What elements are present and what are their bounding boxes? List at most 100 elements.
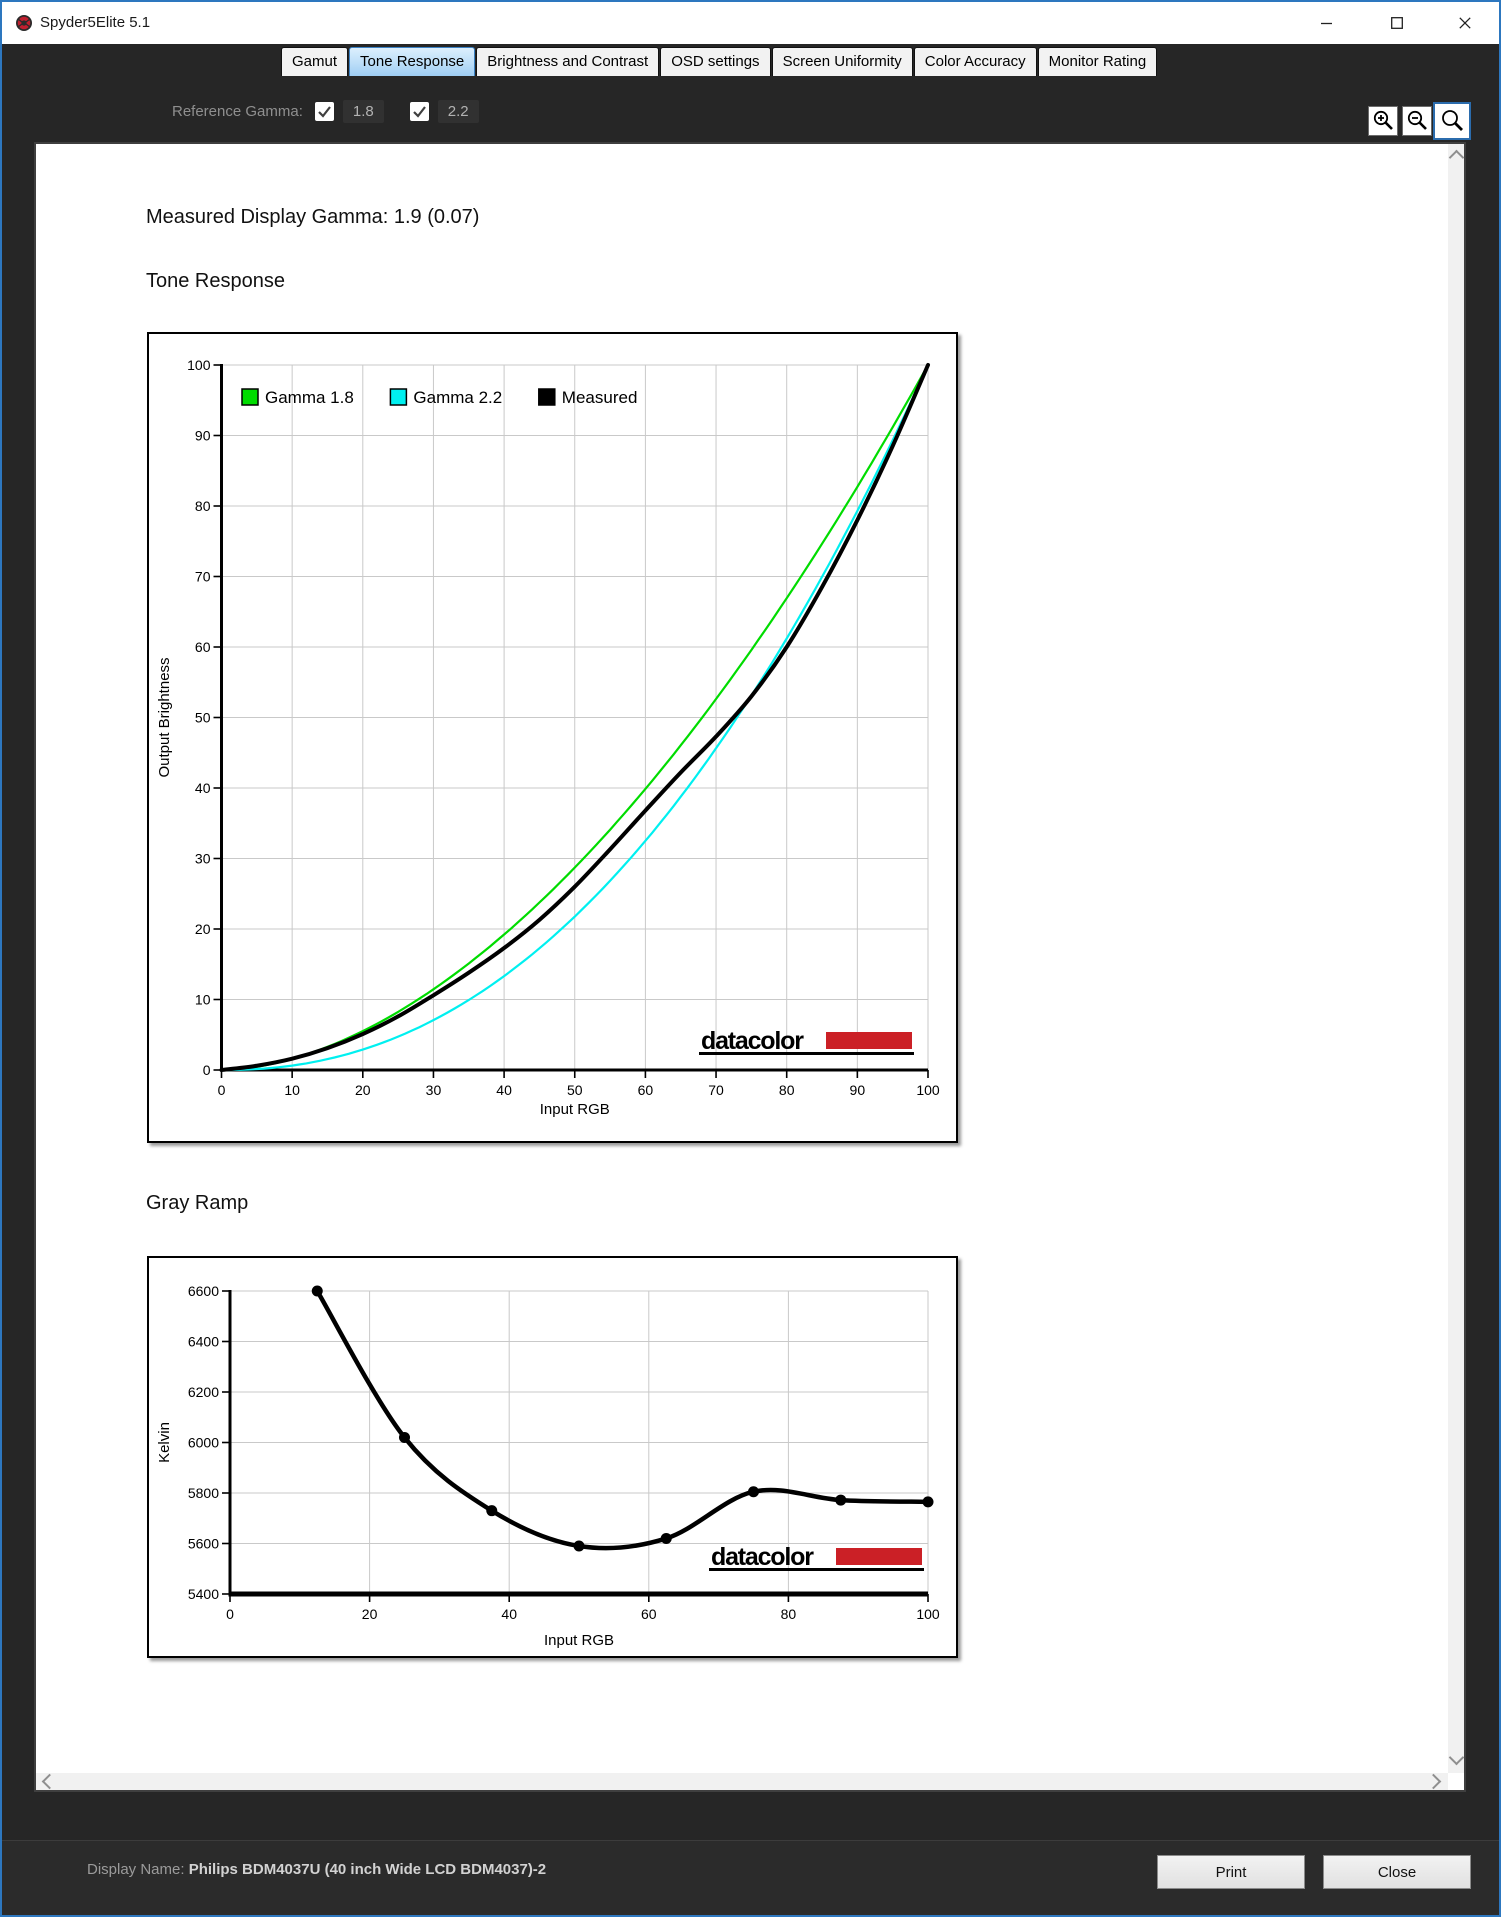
zoom-reset-icon (1442, 110, 1463, 131)
svg-text:20: 20 (355, 1082, 371, 1098)
svg-text:40: 40 (195, 780, 211, 796)
svg-text:30: 30 (195, 851, 211, 867)
svg-text:50: 50 (195, 710, 211, 726)
svg-text:Input RGB: Input RGB (540, 1101, 610, 1118)
tone-response-heading: Tone Response (146, 270, 285, 292)
svg-text:40: 40 (496, 1082, 512, 1098)
chevron-up-icon (1448, 149, 1464, 165)
reference-gamma-group: Reference Gamma: 1.8 2.2 (172, 98, 505, 124)
chevron-right-icon (1425, 1773, 1441, 1790)
tab-osd-settings[interactable]: OSD settings (660, 47, 771, 76)
print-button[interactable]: Print (1157, 1855, 1305, 1889)
reference-gamma-option-label: 1.8 (342, 99, 384, 123)
svg-text:Measured: Measured (562, 388, 638, 407)
maximize-icon (1391, 17, 1403, 29)
svg-text:Input RGB: Input RGB (544, 1632, 614, 1649)
svg-text:80: 80 (195, 498, 211, 514)
svg-text:datacolor: datacolor (701, 1027, 804, 1055)
svg-text:100: 100 (916, 1606, 940, 1622)
svg-text:20: 20 (195, 921, 211, 937)
svg-text:50: 50 (567, 1082, 583, 1098)
svg-text:20: 20 (362, 1606, 378, 1622)
svg-text:70: 70 (708, 1082, 724, 1098)
svg-text:0: 0 (218, 1082, 226, 1098)
svg-text:70: 70 (195, 569, 211, 585)
tab-gamut[interactable]: Gamut (281, 47, 349, 76)
checkmark-icon (412, 105, 426, 118)
minimize-icon (1321, 22, 1332, 25)
scroll-up-button[interactable] (1448, 148, 1464, 166)
app-icon (16, 15, 32, 31)
svg-text:Output Brightness: Output Brightness (156, 657, 173, 777)
close-dialog-button[interactable]: Close (1323, 1855, 1471, 1889)
gray-ramp-chart: datacolor 5400 5600 5800 6000 6200 6400 6600 0 20… (147, 1256, 958, 1658)
svg-text:40: 40 (501, 1606, 517, 1622)
minimize-button[interactable] (1293, 2, 1361, 44)
svg-text:5800: 5800 (188, 1485, 219, 1501)
display-name-value: Philips BDM4037U (40 inch Wide LCD BDM40… (188, 1861, 547, 1878)
svg-text:Gamma 1.8: Gamma 1.8 (265, 388, 354, 407)
tab-screen-uniformity[interactable]: Screen Uniformity (771, 47, 913, 76)
scrollbar-corner (1448, 1773, 1464, 1790)
svg-text:6200: 6200 (188, 1384, 219, 1400)
statusbar-divider (2, 1840, 1499, 1841)
svg-text:10: 10 (284, 1082, 300, 1098)
scroll-down-button[interactable] (1448, 1748, 1464, 1766)
window-title: Spyder5Elite 5.1 (40, 14, 151, 31)
svg-text:6600: 6600 (188, 1283, 219, 1299)
checkmark-icon (318, 105, 331, 118)
reference-gamma-label: Reference Gamma: (172, 102, 303, 120)
chevron-down-icon (1448, 1749, 1464, 1765)
zoom-in-icon (1373, 110, 1393, 130)
tab-strip: Gamut Tone Response Brightness and Contras… (281, 47, 1158, 77)
tab-brightness-and-contrast[interactable]: Brightness and Contrast (476, 47, 660, 76)
svg-text:10: 10 (195, 992, 211, 1008)
reference-gamma-checkbox-2-2[interactable] (409, 101, 429, 121)
svg-text:0: 0 (203, 1062, 211, 1078)
zoom-out-icon (1407, 110, 1427, 130)
scroll-left-button[interactable] (40, 1773, 58, 1790)
svg-text:60: 60 (638, 1082, 654, 1098)
tab-color-accuracy[interactable]: Color Accuracy (913, 47, 1037, 76)
svg-text:60: 60 (195, 639, 211, 655)
svg-text:80: 80 (779, 1082, 795, 1098)
close-button[interactable] (1431, 2, 1499, 44)
svg-text:5400: 5400 (188, 1586, 219, 1602)
maximize-button[interactable] (1363, 2, 1431, 44)
zoom-reset-button[interactable] (1433, 102, 1471, 140)
svg-text:5600: 5600 (188, 1536, 219, 1552)
svg-text:60: 60 (641, 1606, 657, 1622)
svg-text:6000: 6000 (188, 1435, 219, 1451)
gray-ramp-heading: Gray Ramp (146, 1192, 249, 1214)
title-bar: Spyder5Elite 5.1 (2, 2, 1499, 44)
svg-text:80: 80 (781, 1606, 797, 1622)
zoom-out-button[interactable] (1402, 106, 1432, 136)
svg-text:100: 100 (187, 357, 211, 373)
svg-text:0: 0 (226, 1606, 234, 1622)
svg-text:100: 100 (916, 1082, 940, 1098)
tab-monitor-rating[interactable]: Monitor Rating (1037, 47, 1158, 76)
scroll-right-button[interactable] (1424, 1773, 1442, 1790)
svg-text:6400: 6400 (188, 1334, 219, 1350)
content-panel: Measured Display Gamma: 1.9 (0.07) Tone … (34, 142, 1466, 1792)
chevron-left-icon (41, 1773, 57, 1790)
svg-text:datacolor: datacolor (711, 1543, 814, 1571)
display-name: Display Name: Philips BDM4037U (40 inch … (87, 1861, 546, 1878)
svg-text:Gamma 2.2: Gamma 2.2 (413, 388, 502, 407)
svg-text:Kelvin: Kelvin (156, 1422, 173, 1463)
svg-text:90: 90 (850, 1082, 866, 1098)
horizontal-scrollbar[interactable] (36, 1773, 1448, 1790)
svg-text:90: 90 (195, 428, 211, 444)
display-name-label: Display Name: (87, 1861, 189, 1878)
close-icon (1459, 17, 1471, 29)
svg-text:30: 30 (426, 1082, 442, 1098)
zoom-in-button[interactable] (1368, 106, 1398, 136)
status-bar: Display Name: Philips BDM4037U (40 inch … (2, 1841, 1499, 1915)
reference-gamma-option-label: 2.2 (437, 99, 479, 123)
tab-tone-response[interactable]: Tone Response (349, 47, 476, 76)
reference-gamma-checkbox-1-8[interactable] (314, 101, 334, 121)
measured-gamma-heading: Measured Display Gamma: 1.9 (0.07) (146, 206, 480, 228)
tone-response-chart: datacolor 0 10 20 30 40 50 60 70 80 90 100 0 10 20 30 40… (147, 332, 958, 1143)
vertical-scrollbar[interactable] (1448, 144, 1464, 1773)
